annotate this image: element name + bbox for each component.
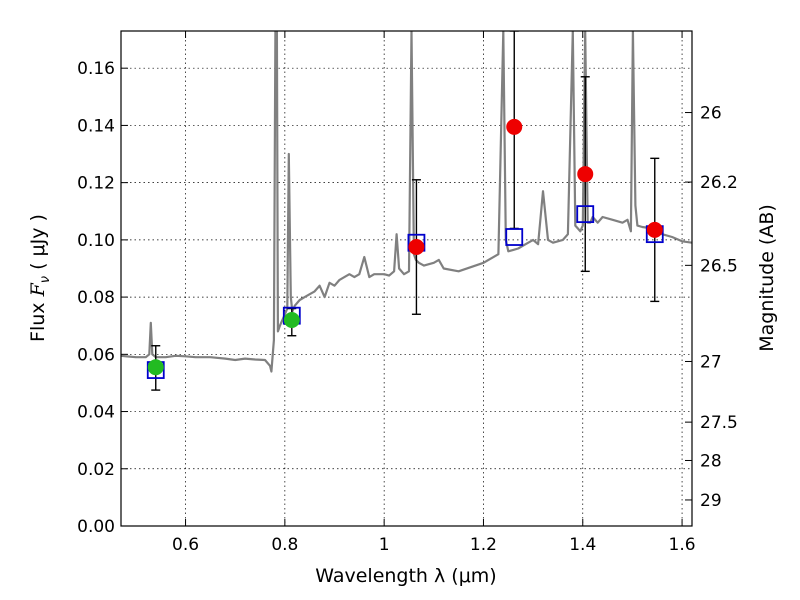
right-axis-ticks: 26 26.2 26.5 27 27.5 28 29 <box>685 104 738 511</box>
plot-frame <box>120 30 693 527</box>
detection-point <box>147 359 164 376</box>
y-axis-label-left: Flux Fν ( μJy ) <box>27 214 53 342</box>
model-spectrum-layer <box>121 31 692 373</box>
low-snr-point <box>506 118 523 135</box>
y-axis-label-right: Magnitude (AB) <box>756 204 778 352</box>
y-tick-label: 0.00 <box>77 517 115 537</box>
x-tick-label: 1.2 <box>470 535 497 555</box>
y-tick-label: 0.08 <box>77 288 115 308</box>
y-tick-label: 0.04 <box>77 403 115 423</box>
synthetic-flux-square <box>576 205 595 224</box>
y-tick-label: 0.06 <box>77 345 115 365</box>
y-tick-label: 0.14 <box>77 116 115 136</box>
y-tick-label: 0.12 <box>77 174 115 194</box>
x-axis-label: Wavelength λ (μm) <box>315 565 496 587</box>
right-tick-label: 27.5 <box>700 413 738 433</box>
right-tick-label: 28 <box>700 451 722 471</box>
observed-points-layer <box>147 118 663 376</box>
low-snr-point <box>408 239 425 256</box>
x-tick-label: 1.4 <box>569 535 596 555</box>
right-tick-label: 26.5 <box>700 256 738 276</box>
synthetic-flux-square <box>505 228 524 246</box>
x-tick-label: 0.6 <box>172 535 199 555</box>
x-tick-label: 1.6 <box>669 535 696 555</box>
right-tick-label: 26.2 <box>700 173 738 193</box>
x-tick-label: 1 <box>379 535 390 555</box>
y-axis-ticks: 0.00 0.02 0.04 0.06 0.08 0.10 0.12 0.14 0.16 <box>77 59 128 537</box>
low-snr-point <box>646 221 663 238</box>
low-snr-point <box>577 166 594 183</box>
detection-point <box>283 311 300 328</box>
y-tick-label: 0.02 <box>77 460 115 480</box>
right-tick-label: 27 <box>700 352 722 372</box>
y-tick-label: 0.16 <box>77 59 115 79</box>
x-axis-ticks: 0.6 0.8 1 1.2 1.4 1.6 <box>172 31 696 555</box>
right-tick-label: 29 <box>700 491 722 511</box>
model-spectrum-line <box>121 31 692 373</box>
y-tick-label: 0.10 <box>77 231 115 251</box>
right-tick-label: 26 <box>700 104 722 124</box>
x-tick-label: 0.8 <box>271 535 298 555</box>
